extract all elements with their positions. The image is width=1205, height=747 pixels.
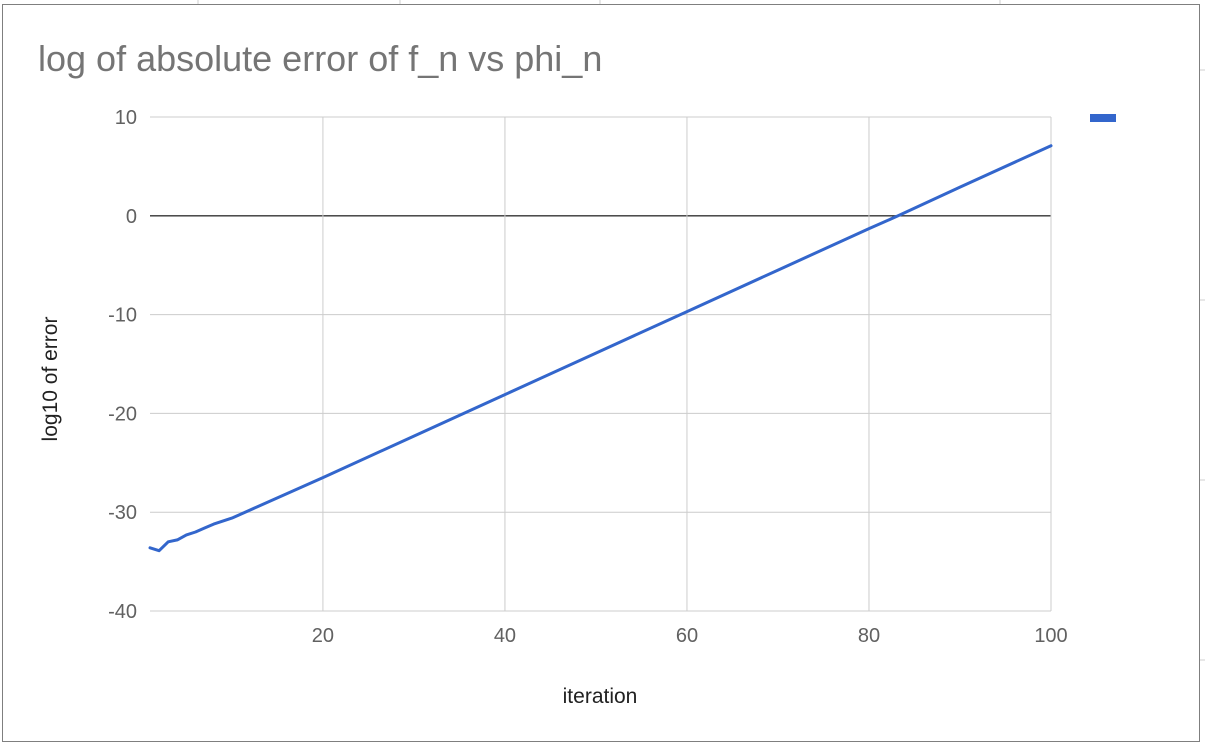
y-tick-label: -30 bbox=[108, 502, 137, 524]
x-tick-label: 100 bbox=[1034, 625, 1067, 647]
y-tick-label: -40 bbox=[108, 601, 137, 623]
legend-series-swatch[interactable] bbox=[1090, 114, 1116, 122]
x-axis-ticks: 20 40 60 80 100 bbox=[312, 625, 1068, 647]
gridlines bbox=[150, 116, 1052, 612]
y-tick-label: 10 bbox=[115, 107, 137, 129]
y-axis-title: log10 of error bbox=[39, 317, 62, 442]
x-tick-label: 80 bbox=[858, 625, 880, 647]
x-tick-label: 20 bbox=[312, 625, 334, 647]
x-tick-label: 40 bbox=[494, 625, 516, 647]
y-axis-ticks: 10 0 -10 -20 -30 -40 bbox=[108, 107, 137, 623]
series-line[interactable] bbox=[148, 144, 1053, 553]
chart-title: log of absolute error of f_n vs phi_n bbox=[38, 38, 603, 79]
chart-card[interactable] bbox=[2, 4, 1200, 742]
series-lines bbox=[148, 144, 1053, 553]
y-tick-label: 0 bbox=[126, 206, 137, 228]
y-tick-label: -20 bbox=[108, 403, 137, 425]
x-tick-label: 60 bbox=[676, 625, 698, 647]
y-tick-label: -10 bbox=[108, 305, 137, 327]
x-axis-title: iteration bbox=[563, 685, 638, 708]
